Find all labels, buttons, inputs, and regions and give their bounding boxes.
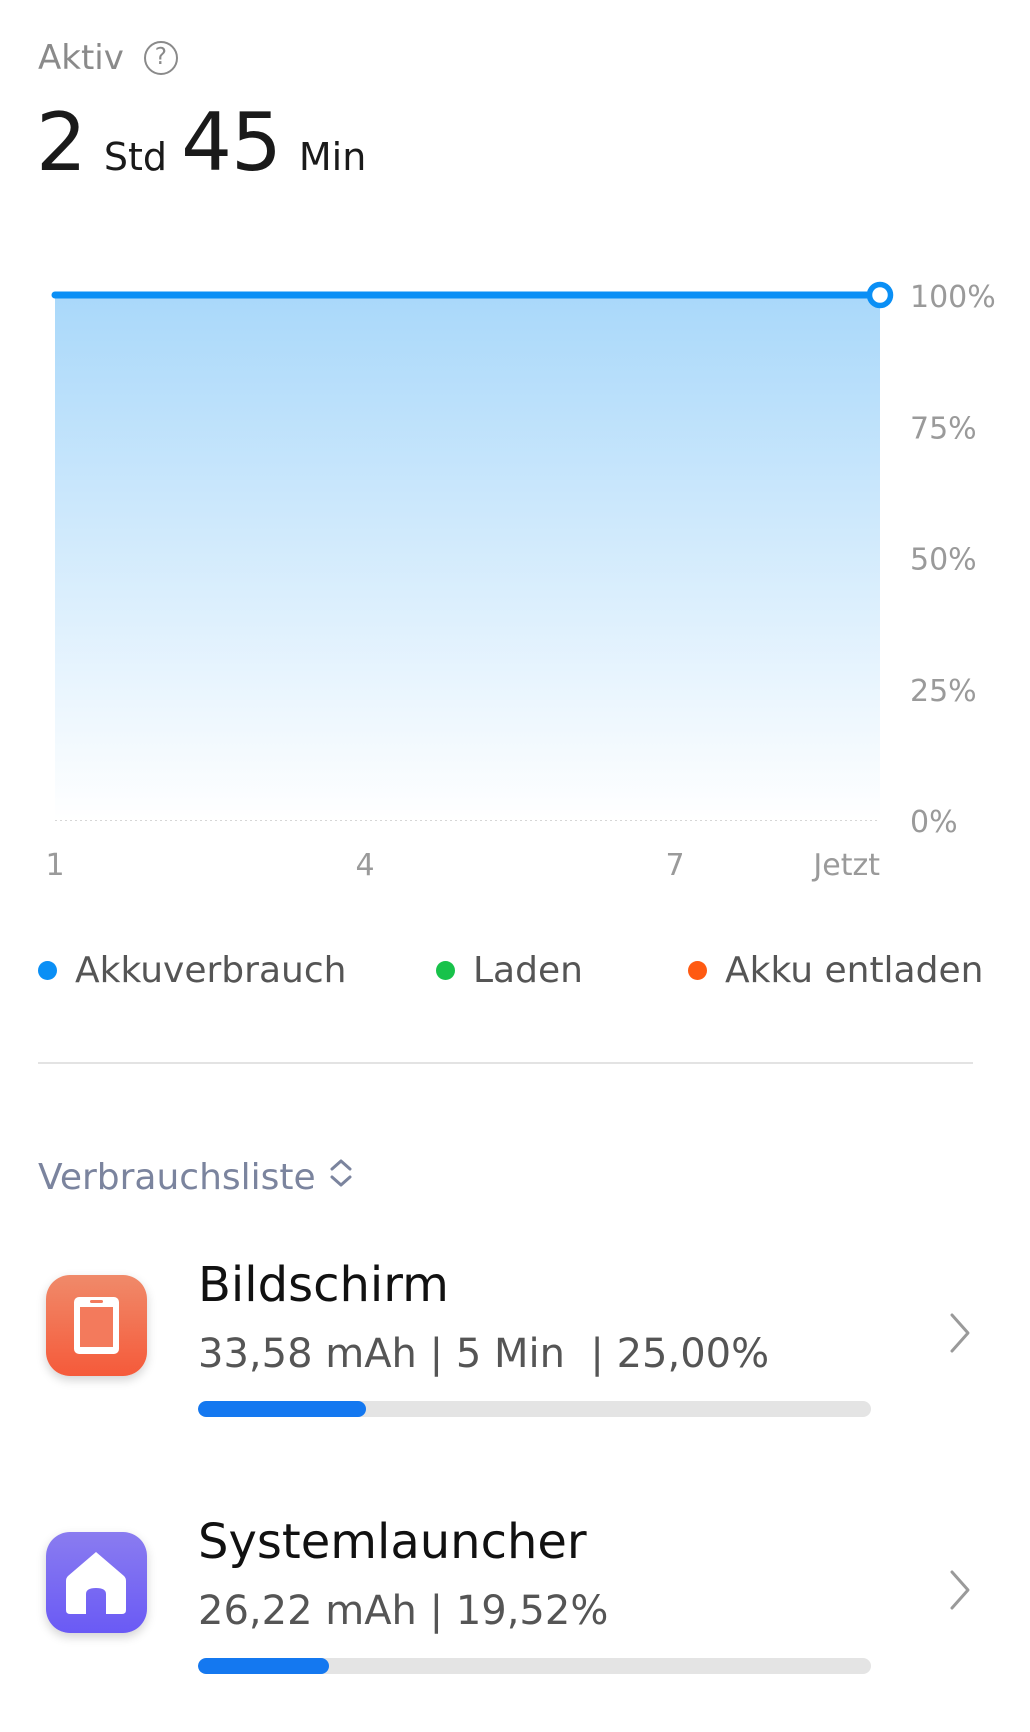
series-area-akkuverbrauch [55, 295, 880, 820]
app-stats-launcher: 26,22 mAh | 19,52% [198, 1588, 609, 1634]
minutes-unit: Min [298, 135, 367, 179]
app-name-screen: Bildschirm [198, 1257, 449, 1313]
active-label: Aktiv [38, 38, 124, 78]
legend-item-charging: Laden [436, 950, 583, 991]
usage-bar-launcher [198, 1658, 871, 1674]
usage-bar-fill-launcher [198, 1658, 330, 1674]
screen-icon [46, 1275, 147, 1376]
legend-label-usage: Akkuverbrauch [75, 950, 347, 991]
x-tick-label: 7 [665, 848, 684, 883]
app-stats-screen: 33,58 mAh | 5 Min | 25,00% [198, 1331, 770, 1377]
battery-chart: 100% 75% 50% 25% 0% 1 4 7 Jetzt [0, 250, 1030, 910]
legend-label-charging: Laden [473, 950, 583, 991]
battery-chart-svg: 100% 75% 50% 25% 0% 1 4 7 Jetzt [45, 280, 996, 883]
x-tick-label: 1 [45, 848, 64, 883]
hours-value: 2 [36, 96, 87, 189]
help-icon[interactable]: ? [143, 41, 178, 75]
chevron-right-icon[interactable] [946, 1311, 974, 1359]
chevron-right-icon[interactable] [946, 1568, 974, 1616]
legend-item-discharge: Akku entladen [688, 950, 983, 991]
y-tick-label: 100% [910, 280, 996, 315]
usage-list-header[interactable]: Verbrauchsliste [38, 1156, 354, 1199]
divider [38, 1062, 973, 1064]
usage-bar-fill-screen [198, 1401, 367, 1417]
list-item-launcher[interactable]: Systemlauncher 26,22 mAh | 19,52% [0, 1514, 1030, 1732]
y-tick-label: 25% [910, 674, 977, 709]
y-tick-label: 50% [910, 543, 977, 578]
legend-dot-charging [436, 961, 455, 980]
sort-updown-icon[interactable] [328, 1156, 354, 1199]
x-tick-label: Jetzt [811, 848, 880, 883]
legend-dot-usage [38, 961, 57, 980]
legend-label-discharge: Akku entladen [725, 950, 984, 991]
usage-bar-screen [198, 1401, 871, 1417]
series-endpoint-marker [866, 281, 894, 309]
legend-item-usage: Akkuverbrauch [38, 950, 346, 991]
home-icon [46, 1532, 147, 1633]
y-tick-label: 0% [910, 805, 958, 840]
y-tick-label: 75% [910, 411, 977, 446]
usage-list-title: Verbrauchsliste [38, 1157, 316, 1198]
list-item-screen[interactable]: Bildschirm 33,58 mAh | 5 Min | 25,00% [0, 1257, 1030, 1475]
active-duration: 2 Std 45 Min [36, 96, 380, 189]
app-name-launcher: Systemlauncher [198, 1514, 587, 1570]
chart-legend: Akkuverbrauch Laden Akku entladen [0, 950, 1030, 1000]
hours-unit: Std [103, 135, 168, 179]
minutes-value: 45 [181, 96, 282, 189]
header-label: Aktiv ? [38, 38, 178, 78]
x-tick-label: 4 [355, 848, 374, 883]
legend-dot-discharge [688, 961, 707, 980]
